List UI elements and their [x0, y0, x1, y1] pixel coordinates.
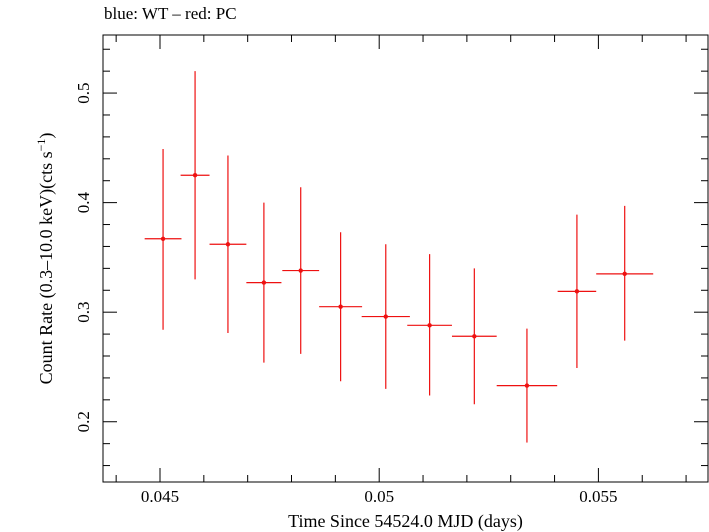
data-point [496, 328, 558, 443]
point-marker [383, 314, 388, 319]
point-marker [338, 304, 343, 309]
x-tick-labels: 0.045 0.05 0.055 [141, 487, 618, 506]
point-marker [472, 334, 477, 339]
data-point [407, 254, 452, 396]
y-axis-title-sup: −1 [34, 139, 48, 152]
point-marker [160, 236, 166, 241]
data-points [144, 71, 654, 443]
y-axis-title-main: Count Rate (0.3–10.0 keV)(cts s [36, 151, 57, 384]
data-point [596, 205, 654, 341]
data-point [451, 268, 497, 405]
data-point [282, 187, 320, 354]
major-ticks [103, 35, 708, 482]
minor-ticks [103, 35, 708, 482]
data-point [209, 155, 247, 333]
data-point [557, 214, 597, 369]
y-tick-labels: 0.2 0.3 0.4 0.5 [74, 82, 93, 432]
y-axis-title: Count Rate (0.3–10.0 keV)(cts s−1) [34, 133, 57, 385]
x-tick-label: 0.045 [141, 487, 179, 506]
y-tick-label: 0.5 [74, 82, 93, 103]
data-point [246, 202, 282, 363]
data-point [361, 244, 410, 389]
x-tick-label: 0.055 [579, 487, 617, 506]
point-marker [261, 280, 267, 285]
y-tick-label: 0.3 [74, 302, 93, 323]
point-marker [225, 242, 231, 247]
chart-title: blue: WT – red: PC [104, 4, 237, 23]
point-marker [524, 383, 530, 388]
x-axis-title: Time Since 54524.0 MJD (days) [288, 511, 523, 532]
y-tick-label: 0.2 [74, 411, 93, 432]
x-tick-label: 0.05 [364, 487, 394, 506]
data-point [144, 148, 182, 330]
plot-frame [102, 34, 709, 483]
point-marker [622, 271, 627, 277]
y-tick-label: 0.4 [74, 192, 93, 214]
data-point [180, 71, 210, 280]
data-point [319, 232, 363, 382]
y-axis-title-close: ) [36, 133, 57, 139]
point-marker [298, 268, 303, 273]
point-marker [574, 289, 580, 294]
point-marker [192, 173, 198, 178]
point-marker [427, 323, 432, 328]
